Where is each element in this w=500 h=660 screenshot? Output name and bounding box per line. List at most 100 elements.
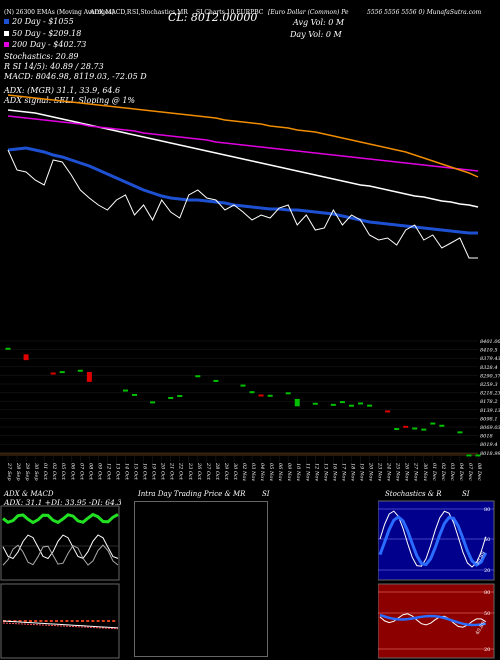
date-label: 06 Nov — [277, 463, 283, 481]
date-label: 01 Oct — [42, 463, 48, 481]
legend-20day-label: 20 Day - $1055 — [12, 17, 74, 26]
date-label: 07 Oct — [78, 463, 84, 481]
adx-line — [2, 544, 119, 566]
price-axis-label: 8401.000 — [480, 339, 500, 345]
stoch-panel-title-2: SI — [462, 490, 470, 498]
legend-50day-label: 50 Day - $209.18 — [12, 29, 82, 38]
date-label: 27 Oct — [205, 462, 211, 481]
adx-macd-panel: ADX: 31.1 +DI: 33.95 -DI: 64.39 — [0, 499, 121, 659]
price-axis-label: 8290.37 — [480, 373, 500, 379]
ticker-left: (N) 26300 EMAs (Moving Averages) — [4, 9, 114, 16]
date-label: 12 Oct — [105, 463, 111, 481]
date-label: 02 Dec — [440, 463, 446, 481]
rsi-level-label: 50 — [484, 611, 490, 617]
stoch-level-label: 80 — [484, 507, 490, 513]
price-box — [86, 371, 92, 382]
price-box — [475, 454, 481, 457]
date-label: 17 Nov — [340, 463, 346, 481]
price-axis-label: 8098.1 — [480, 416, 498, 422]
date-label: 30 Nov — [422, 463, 428, 481]
day-volume: Day Vol: 0 M — [290, 30, 342, 39]
minus-di-line — [2, 512, 119, 525]
series-line-1 — [7, 109, 479, 208]
date-label: 21 Oct — [169, 462, 175, 481]
price-box — [339, 401, 345, 404]
date-label: 11 Nov — [304, 463, 310, 481]
date-label: 27 Sep — [6, 462, 12, 481]
date-label: 30 Sep — [33, 463, 39, 481]
price-box — [430, 422, 436, 425]
price-box — [213, 379, 219, 382]
macd-bar — [81, 620, 84, 622]
price-box — [348, 404, 354, 407]
adx-panel-title: ADX & MACD — [4, 490, 54, 498]
intraday-panel-title-2: SI — [262, 490, 270, 498]
date-label: 09 Oct — [96, 463, 102, 481]
date-label: 25 Nov — [395, 462, 401, 481]
plus-di-line — [2, 534, 119, 560]
stoch-panel-title: Stochastics & R — [385, 490, 442, 498]
intraday-panel — [134, 501, 268, 657]
date-label: 01 Dec — [431, 463, 437, 481]
date-label: 13 Oct — [114, 463, 120, 481]
date-label: 03 Dec — [449, 463, 455, 481]
ticker-mid: ADX,MACD,R — [90, 9, 132, 16]
macd-bar — [112, 620, 116, 622]
date-label: 07 Dec — [467, 463, 473, 481]
price-box — [294, 398, 300, 407]
price-box — [150, 401, 156, 404]
macd-bar — [49, 620, 53, 622]
main-price-chart: 8401.000 8410.5 8379.43 8328.4 8290.37 8259.3… — [0, 94, 500, 481]
date-label: 08 Oct — [87, 463, 93, 481]
date-label: 14 Oct — [124, 463, 130, 481]
price-box — [5, 347, 11, 350]
date-label: 26 Oct — [196, 462, 202, 481]
date-label: 10 Nov — [295, 463, 301, 481]
price-box — [258, 394, 264, 397]
price-box — [240, 384, 246, 387]
price-box — [457, 431, 463, 434]
price-box — [439, 424, 445, 427]
date-label: 20 Oct — [160, 462, 166, 481]
date-label: 28 Oct — [214, 462, 220, 481]
adx-signal: ADX signal: SELL Sloping @ 1% — [4, 96, 136, 105]
ticker-right: SI,Charts 10 EURPBC — [196, 9, 264, 16]
price-box — [168, 396, 174, 399]
date-label: 05 Oct — [60, 463, 66, 481]
macd-bar — [44, 620, 48, 622]
date-label: 12 Nov — [313, 463, 319, 481]
avg-volume: Avg Vol: 0 M — [293, 18, 345, 27]
date-label: 02 Oct — [51, 463, 57, 481]
price-box — [177, 395, 183, 398]
date-label: 13 Nov — [322, 463, 328, 481]
date-label: 28 Sep — [15, 462, 21, 481]
macd-bar — [23, 620, 27, 622]
date-label: 15 Oct — [133, 463, 139, 481]
macd-bar — [86, 620, 90, 622]
date-label: 30 Oct — [232, 463, 238, 481]
series-line-2 — [7, 115, 479, 172]
macd-bar — [101, 620, 105, 622]
macd-bar — [18, 620, 22, 622]
price-axis-label: 8069.03 — [480, 425, 500, 431]
price-box — [249, 391, 255, 394]
price-box — [267, 394, 273, 397]
adx-value: ADX: (MGR) 31.1, 33.9, 64.6 — [4, 86, 121, 95]
series-line-3 — [7, 94, 479, 178]
rsi-smooth-line — [379, 613, 487, 627]
date-label: 02 Nov — [241, 463, 247, 481]
date-label: 19 Nov — [359, 463, 365, 481]
price-box — [285, 392, 291, 395]
price-box — [312, 402, 318, 405]
stoch-k-line — [379, 510, 487, 568]
macd-line — [2, 620, 119, 629]
price-box — [421, 428, 427, 431]
macd-bar — [70, 620, 74, 622]
macd-bar — [13, 620, 17, 622]
macd-bar — [96, 620, 100, 622]
price-box — [403, 425, 409, 428]
price-box — [394, 428, 400, 431]
macd-value: MACD: 8046.98, 8119.03, -72.05 D — [4, 72, 147, 81]
macd-bar — [75, 620, 79, 622]
